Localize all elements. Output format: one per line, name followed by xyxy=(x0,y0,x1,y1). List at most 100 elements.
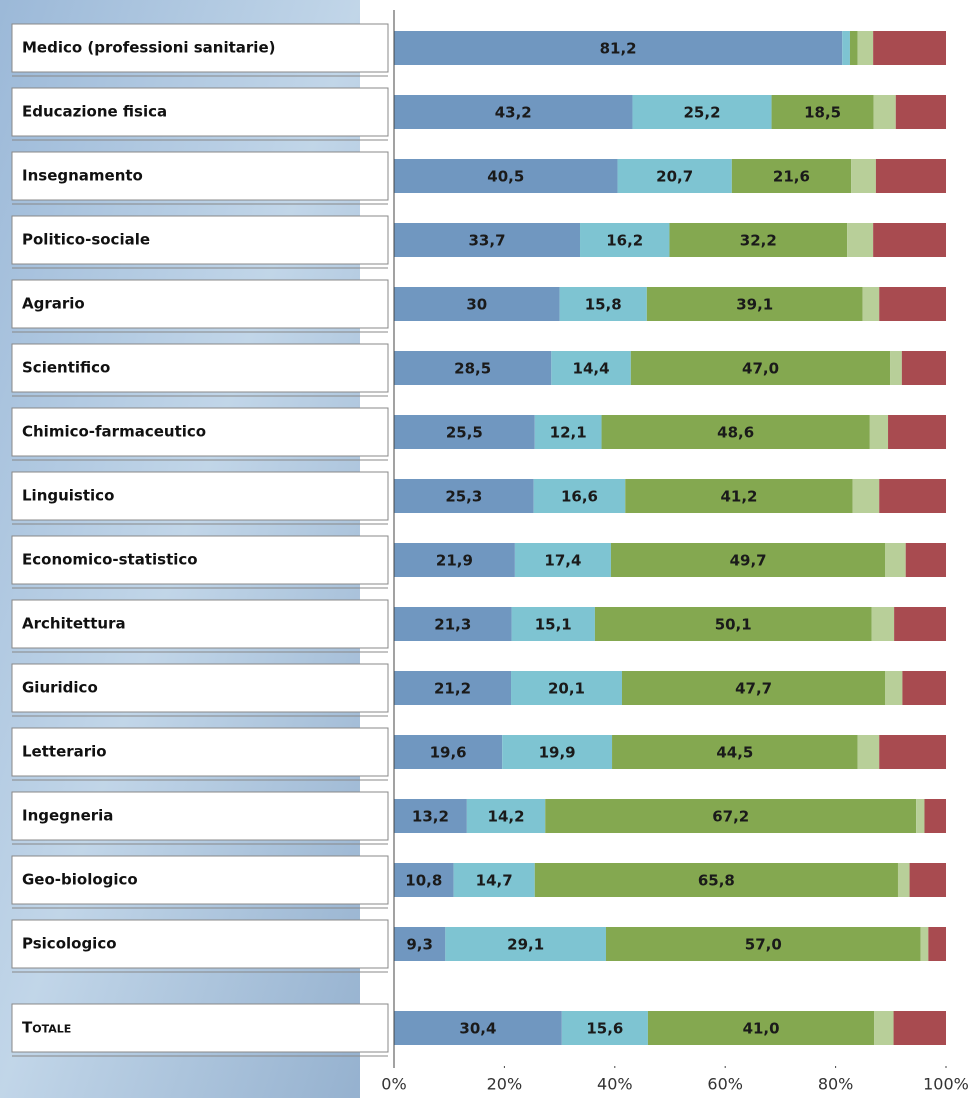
x-tick-label: 60% xyxy=(707,1075,743,1094)
bar-segment xyxy=(894,607,946,641)
bar-segment xyxy=(888,415,946,449)
data-label: 25,3 xyxy=(445,488,482,506)
category-label: Psicologico xyxy=(22,935,117,953)
label-box xyxy=(11,919,389,969)
bar-segment xyxy=(617,159,732,193)
bar-segment xyxy=(394,351,552,385)
bar-segment xyxy=(551,351,631,385)
data-label: 81,2 xyxy=(600,40,637,58)
bar-segment xyxy=(394,671,512,705)
bar-segment xyxy=(610,543,886,577)
data-label: 44,5 xyxy=(716,744,753,762)
bar-segment xyxy=(545,799,917,833)
data-label: 25,5 xyxy=(446,424,483,442)
data-label: 48,6 xyxy=(717,424,754,442)
data-label: 41,2 xyxy=(720,488,757,506)
bar-segment xyxy=(852,479,880,513)
bar-segment xyxy=(847,223,874,257)
bar-segment xyxy=(873,95,896,129)
x-tick-label: 0% xyxy=(381,1075,406,1094)
bar-segment xyxy=(605,927,921,961)
x-tick-label: 20% xyxy=(487,1075,523,1094)
label-box xyxy=(11,151,389,201)
bar-segment xyxy=(533,479,626,513)
bar-segment xyxy=(849,31,858,65)
label-box xyxy=(11,599,389,649)
bar-segment xyxy=(875,159,946,193)
bar-segment xyxy=(879,287,946,321)
bar-segment xyxy=(771,95,874,129)
bar-segment xyxy=(862,287,880,321)
bar-segment xyxy=(394,31,843,65)
bar-segment xyxy=(632,95,772,129)
bar-segment xyxy=(893,1011,946,1045)
data-label: 43,2 xyxy=(495,104,532,122)
data-label: 21,9 xyxy=(436,552,473,570)
label-box xyxy=(11,535,389,585)
bar-segment xyxy=(630,351,891,385)
bar-segment xyxy=(394,543,515,577)
bar-segment xyxy=(580,223,670,257)
data-label: 21,3 xyxy=(434,616,471,634)
data-label: 47,7 xyxy=(735,680,772,698)
data-label: 18,5 xyxy=(804,104,841,122)
bar-segment xyxy=(621,671,886,705)
label-box xyxy=(11,279,389,329)
data-label: 14,4 xyxy=(573,360,610,378)
bar-segment xyxy=(561,1011,648,1045)
bar-segment xyxy=(394,607,512,641)
category-label: Economico-statistico xyxy=(22,551,198,569)
bar-segment xyxy=(394,95,633,129)
data-label: 21,6 xyxy=(773,168,810,186)
label-box xyxy=(11,1003,389,1053)
category-label: Totale xyxy=(22,1019,71,1037)
bar-segment xyxy=(928,927,946,961)
bar-segment xyxy=(869,415,889,449)
category-label: Scientifico xyxy=(22,359,110,377)
bar-segment xyxy=(534,863,898,897)
bar-segment xyxy=(873,223,946,257)
bar-segment xyxy=(394,799,467,833)
label-box xyxy=(11,343,389,393)
data-label: 28,5 xyxy=(454,360,491,378)
data-label: 20,1 xyxy=(548,680,585,698)
category-label: Architettura xyxy=(22,615,126,633)
category-label: Agrario xyxy=(22,295,85,313)
category-label: Educazione fisica xyxy=(22,103,167,121)
bar-segment xyxy=(511,671,622,705)
data-label: 25,2 xyxy=(684,104,721,122)
bar-segment xyxy=(625,479,853,513)
bar-segment xyxy=(851,159,876,193)
label-box xyxy=(11,407,389,457)
bar-segment xyxy=(857,31,874,65)
bar-segment xyxy=(842,31,850,65)
bar-segment xyxy=(905,543,946,577)
x-tick-label: 100% xyxy=(923,1075,969,1094)
label-box xyxy=(11,855,389,905)
bar-segment xyxy=(394,287,560,321)
label-box xyxy=(11,215,389,265)
data-label: 16,6 xyxy=(561,488,598,506)
data-label: 20,7 xyxy=(656,168,693,186)
category-label: Medico (professioni sanitarie) xyxy=(22,39,275,57)
data-label: 19,6 xyxy=(430,744,467,762)
data-label: 49,7 xyxy=(730,552,767,570)
data-label: 13,2 xyxy=(412,808,449,826)
bar-segment xyxy=(466,799,546,833)
data-label: 14,7 xyxy=(476,872,513,890)
category-label: Politico-sociale xyxy=(22,231,150,249)
bar-segment xyxy=(394,927,446,961)
bar-segment xyxy=(445,927,606,961)
data-label: 15,6 xyxy=(586,1020,623,1038)
category-label: Insegnamento xyxy=(22,167,143,185)
label-box xyxy=(11,727,389,777)
x-tick-label: 80% xyxy=(818,1075,854,1094)
category-label: Letterario xyxy=(22,743,107,761)
data-label: 32,2 xyxy=(740,232,777,250)
bar-segment xyxy=(612,735,858,769)
bar-segment xyxy=(514,543,611,577)
label-box xyxy=(11,663,389,713)
category-label: Giuridico xyxy=(22,679,98,697)
x-tick-label: 40% xyxy=(597,1075,633,1094)
bar-segment xyxy=(885,671,903,705)
